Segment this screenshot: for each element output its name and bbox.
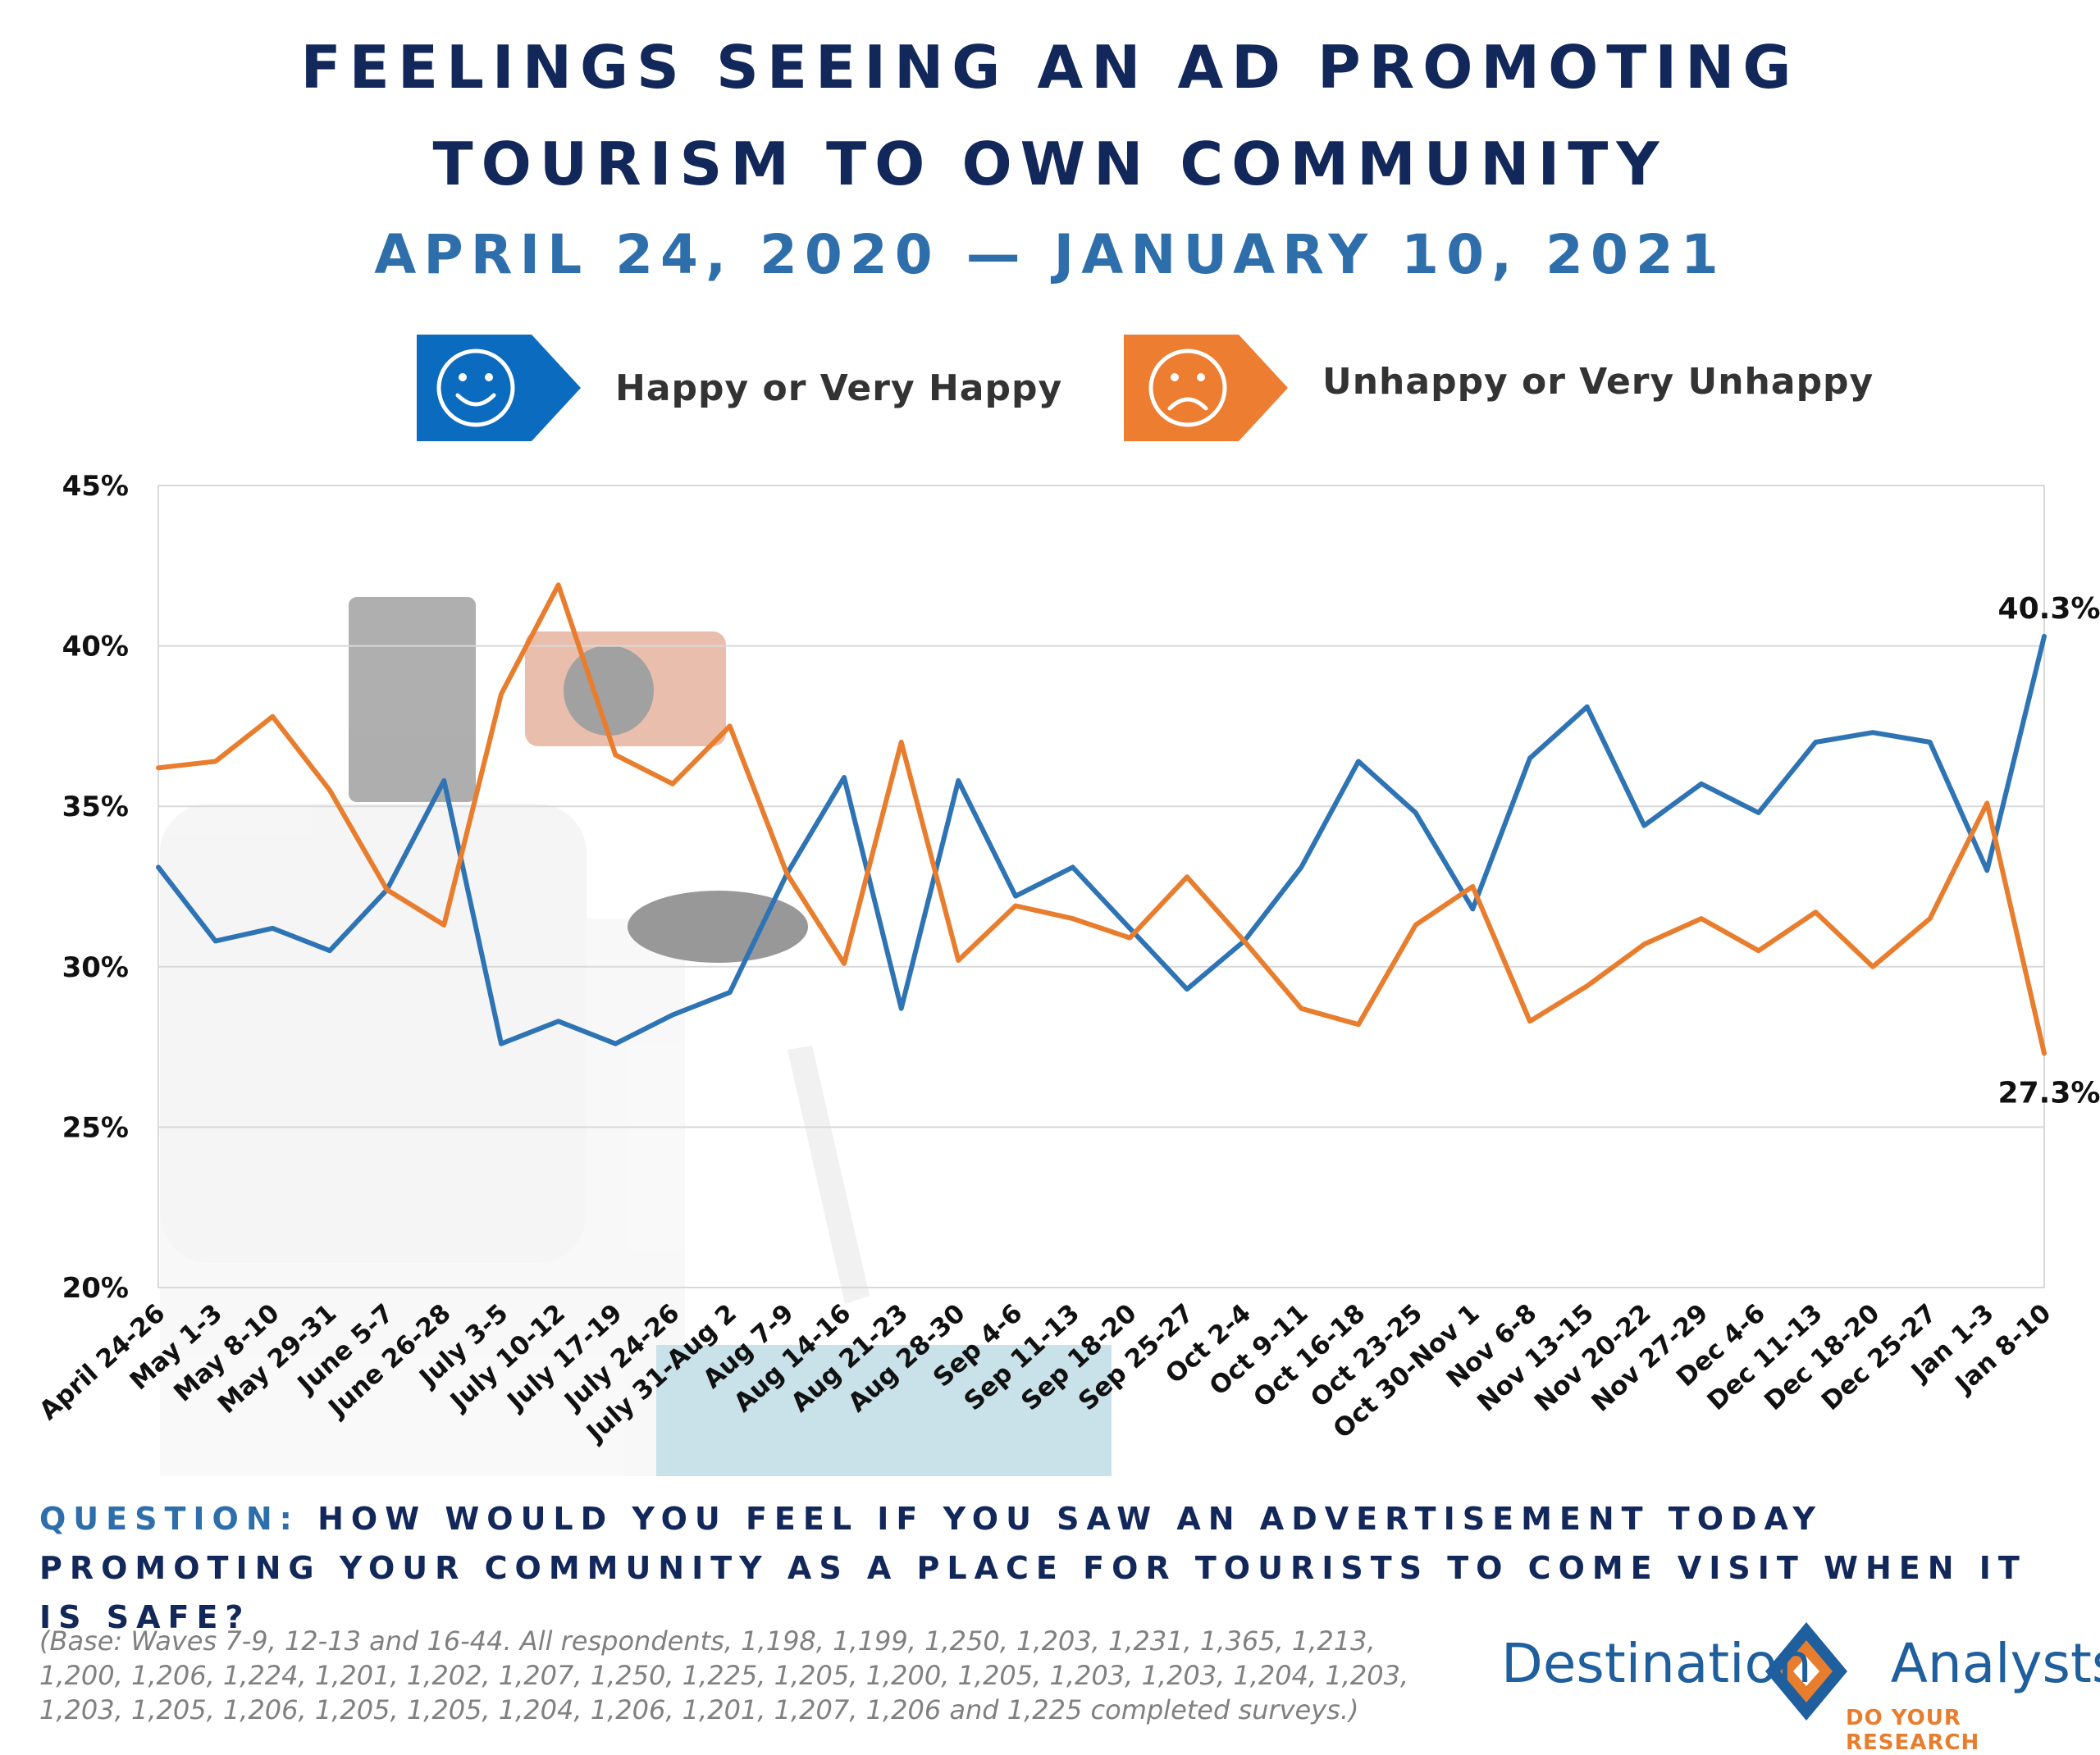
question-lead: QUESTION: bbox=[39, 1501, 299, 1537]
data-label-happy-last: 40.3% bbox=[1998, 592, 2100, 626]
chart-subtitle: APRIL 24, 2020 — JANUARY 10, 2021 bbox=[374, 223, 1726, 286]
smiley-face-icon bbox=[436, 349, 515, 427]
destination-analysts-logo-icon bbox=[1765, 1622, 1847, 1721]
y-tick-label: 20% bbox=[62, 1272, 129, 1305]
phone-icon bbox=[349, 597, 476, 802]
travel-photo-background bbox=[160, 597, 1112, 1476]
y-axis: 20% 25% 30% 35% 40% 45% bbox=[62, 470, 129, 1305]
chart-title-line-2: TOURISM TO OWN COMMUNITY bbox=[432, 130, 1668, 198]
base-note: (Base: Waves 7-9, 12-13 and 16-44. All r… bbox=[39, 1625, 1409, 1725]
survey-question: QUESTION: HOW WOULD YOU FEEL IF YOU SAW … bbox=[39, 1494, 2074, 1642]
logo-name-part-1: Destination bbox=[1501, 1632, 1812, 1695]
map-icon bbox=[656, 1345, 1112, 1476]
y-tick-label: 35% bbox=[62, 791, 129, 823]
legend-happy-marker bbox=[417, 335, 581, 441]
logo-name-part-2: Analysts bbox=[1890, 1632, 2100, 1695]
chart-series bbox=[156, 582, 2047, 1056]
question-text: HOW WOULD YOU FEEL IF YOU SAW AN ADVERTI… bbox=[39, 1501, 2027, 1635]
frowning-face-icon bbox=[1148, 349, 1227, 427]
series-line-unhappy bbox=[156, 582, 2047, 1056]
sunglasses-icon bbox=[628, 891, 808, 963]
legend-happy-label: Happy or Very Happy bbox=[615, 367, 1063, 409]
chart-grid bbox=[158, 485, 2045, 1288]
legend-unhappy-marker bbox=[1124, 335, 1288, 441]
y-tick-label: 30% bbox=[62, 951, 129, 984]
chart-annotations: 40.3% 27.3% bbox=[1998, 592, 2100, 1110]
legend-unhappy-label: Unhappy or Very Unhappy bbox=[1322, 361, 1874, 403]
y-tick-label: 45% bbox=[62, 470, 129, 503]
logo-name: Destination Analysts bbox=[1501, 1632, 2100, 1695]
y-tick-label: 40% bbox=[62, 631, 129, 663]
y-tick-label: 25% bbox=[62, 1111, 129, 1144]
chart-title-line-1: FEELINGS SEEING AN AD PROMOTING bbox=[300, 33, 1800, 102]
series-line-happy bbox=[156, 633, 2047, 1046]
logo-tagline: DO YOUR RESEARCH bbox=[1846, 1706, 1980, 1755]
data-label-unhappy-last: 27.3% bbox=[1998, 1076, 2100, 1110]
airplane-icon bbox=[788, 1046, 870, 1304]
